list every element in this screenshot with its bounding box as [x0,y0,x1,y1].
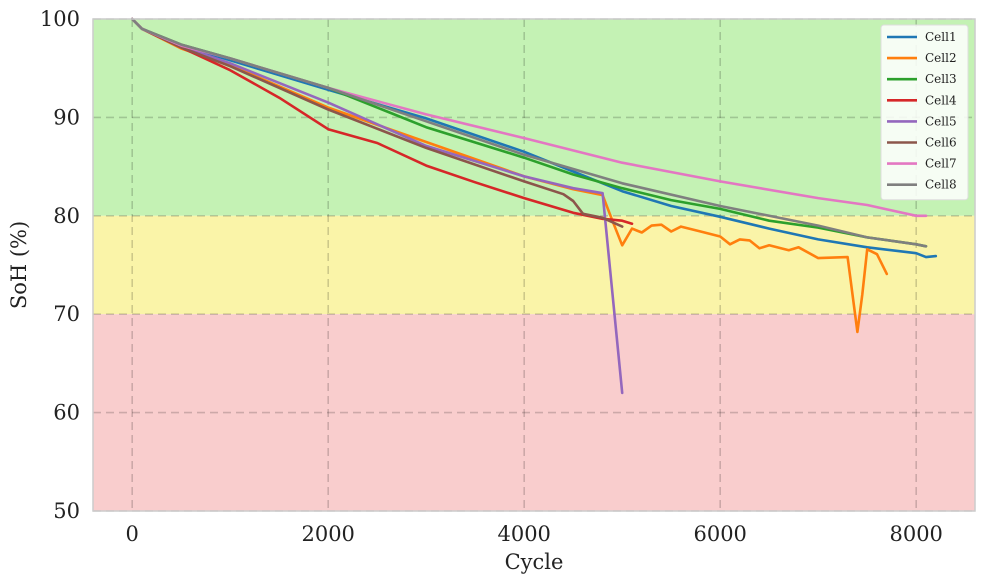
series-line-cell8 [130,17,928,248]
y-tick-label: 70 [53,302,80,326]
x-tick-label: 0 [126,522,139,546]
y-tick-label: 90 [53,105,80,129]
series-line-cell6 [130,17,624,228]
y-tick-labels: 50 60 70 80 90 100 [40,7,80,523]
legend-label-cell7: Cell7 [925,157,957,171]
legend-label-cell1: Cell1 [925,30,957,44]
series-lines [130,17,938,395]
x-tick-label: 8000 [889,522,942,546]
legend-label-cell3: Cell3 [925,72,957,86]
legend-label-cell8: Cell8 [925,178,957,192]
legend-label-cell5: Cell5 [925,114,957,128]
y-tick-label: 80 [53,204,80,228]
series-line-cell1 [130,17,938,259]
legend-box [880,24,969,201]
band-1 [93,215,975,315]
y-axis-title: SoH (%) [7,221,31,309]
series-line-cell2 [130,17,889,334]
x-tick-label: 6000 [693,522,746,546]
x-tick-label: 2000 [301,522,354,546]
y-tick-label: 60 [53,401,80,425]
legend-label-cell4: Cell4 [925,93,957,107]
soh-bands [93,19,975,511]
legend: Cell1 Cell2 Cell3 Cell4 Cell5 Cell6 Cell7 Cell8 [880,24,969,201]
legend-label-cell2: Cell2 [925,51,957,65]
x-axis-title: Cycle [505,550,564,574]
plot-frame [92,18,976,512]
band-2 [93,314,975,511]
x-tick-label: 4000 [497,522,550,546]
x-tick-labels: 0 2000 4000 6000 8000 [126,522,943,546]
band-0 [93,19,975,216]
legend-label-cell6: Cell6 [925,136,957,150]
y-tick-label: 100 [40,7,80,31]
y-tick-label: 50 [53,499,80,523]
